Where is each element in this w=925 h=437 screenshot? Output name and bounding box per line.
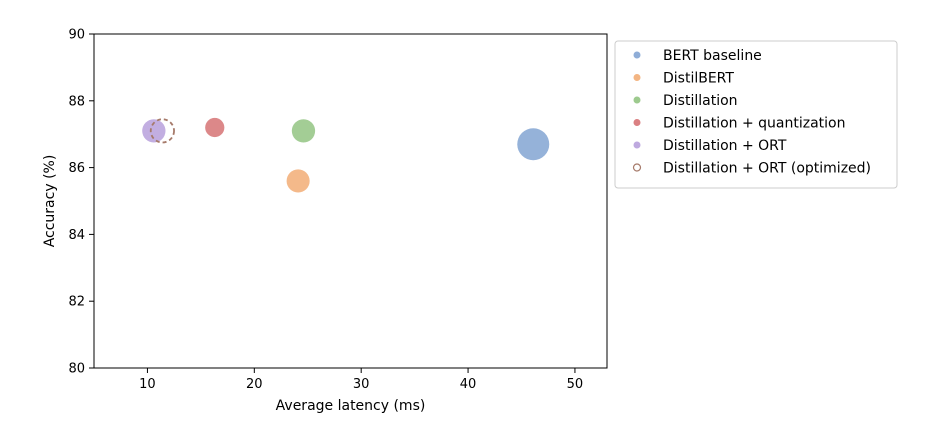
legend-label-2: Distillation — [663, 93, 738, 109]
legend-label-1: DistilBERT — [663, 71, 734, 87]
legend: BERT baseline DistilBERT Distillation Disti… — [614, 40, 898, 189]
y-axis-ticks: 80 82 84 86 88 90 — [68, 28, 94, 377]
legend-marker-3 — [633, 119, 641, 126]
y-tick-label: 88 — [68, 94, 85, 109]
legend-label-4: Distillation + ORT — [663, 138, 787, 154]
data-point-series-2 — [291, 119, 316, 143]
legend-label-3: Distillation + quantization — [663, 116, 846, 132]
data-point-series-3 — [205, 117, 225, 138]
y-axis-label: Accuracy (%) — [42, 155, 58, 248]
data-point-series-0 — [517, 128, 550, 161]
y-tick-label: 80 — [68, 362, 85, 377]
legend-marker-5 — [632, 163, 642, 172]
data-points — [142, 117, 550, 193]
plot-area: 10 20 30 40 50 80 82 84 86 88 90 — [68, 28, 608, 392]
x-tick-label: 10 — [139, 377, 156, 392]
x-tick-label: 30 — [353, 377, 370, 392]
y-tick-label: 82 — [68, 295, 85, 310]
legend-marker-2 — [633, 96, 641, 104]
x-tick-label: 50 — [567, 377, 584, 392]
x-tick-label: 40 — [460, 377, 477, 392]
data-point-series-5 — [149, 118, 175, 144]
data-point-series-1 — [286, 169, 310, 193]
axes-frame — [93, 33, 608, 369]
x-axis-ticks: 10 20 30 40 50 — [139, 368, 583, 392]
legend-label-0: BERT baseline — [663, 48, 762, 64]
y-tick-label: 86 — [68, 161, 85, 176]
x-axis-label: Average latency (ms) — [276, 398, 426, 414]
y-tick-label: 90 — [68, 28, 85, 43]
legend-marker-4 — [633, 141, 641, 149]
legend-marker-0 — [633, 51, 641, 59]
legend-marker-1 — [633, 74, 641, 81]
y-tick-label: 84 — [68, 228, 85, 243]
data-point-series-4 — [142, 119, 166, 143]
legend-label-5: Distillation + ORT (optimized) — [663, 161, 871, 177]
x-tick-label: 20 — [246, 377, 263, 392]
legend-frame — [614, 40, 898, 189]
